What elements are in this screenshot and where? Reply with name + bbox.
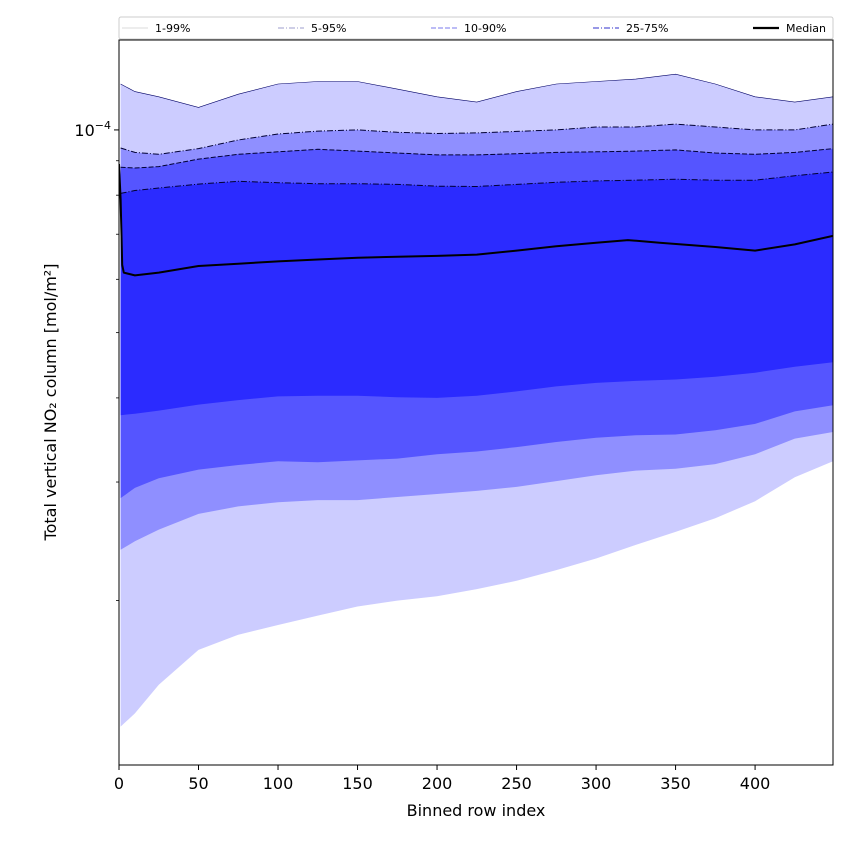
band-upper-edge-5-95pct	[120, 123, 833, 155]
x-axis: 0 50 100 150 200 250 300 350 400	[114, 765, 770, 793]
bands-layer	[120, 73, 833, 727]
x-tick-label-50: 50	[188, 774, 208, 793]
x-tick-label-150: 150	[342, 774, 373, 793]
x-tick-label-100: 100	[263, 774, 294, 793]
x-tick-label-250: 250	[501, 774, 532, 793]
legend: 1-99% 5-95% 10-90% 25-75% Median	[118, 16, 834, 40]
y-axis: 10−4	[74, 119, 119, 602]
band-25-75pct	[120, 172, 833, 416]
median-line	[119, 163, 833, 277]
y-axis-title: Total vertical NO₂ column [mol/m²]	[41, 264, 60, 542]
band-upper-edge-1-99pct	[120, 73, 833, 108]
y-major-tick-label: 10−4	[74, 119, 111, 140]
band-upper-edge-10-90pct	[120, 148, 833, 169]
legend-label-1-99pct: 1-99%	[155, 22, 190, 35]
legend-label-10-90pct: 10-90%	[464, 22, 506, 35]
x-tick-label-350: 350	[660, 774, 691, 793]
x-tick-label-200: 200	[422, 774, 453, 793]
legend-box	[118, 16, 834, 40]
x-axis-title: Binned row index	[407, 801, 546, 820]
x-tick-label-0: 0	[114, 774, 124, 793]
band-upper-edge-25-75pct	[120, 171, 833, 194]
x-tick-label-300: 300	[581, 774, 612, 793]
median-layer	[119, 163, 833, 277]
legend-label-Median: Median	[786, 22, 826, 35]
plot-frame	[118, 39, 834, 766]
x-tick-label-400: 400	[740, 774, 771, 793]
legend-label-5-95pct: 5-95%	[311, 22, 346, 35]
legend-label-25-75pct: 25-75%	[626, 22, 668, 35]
